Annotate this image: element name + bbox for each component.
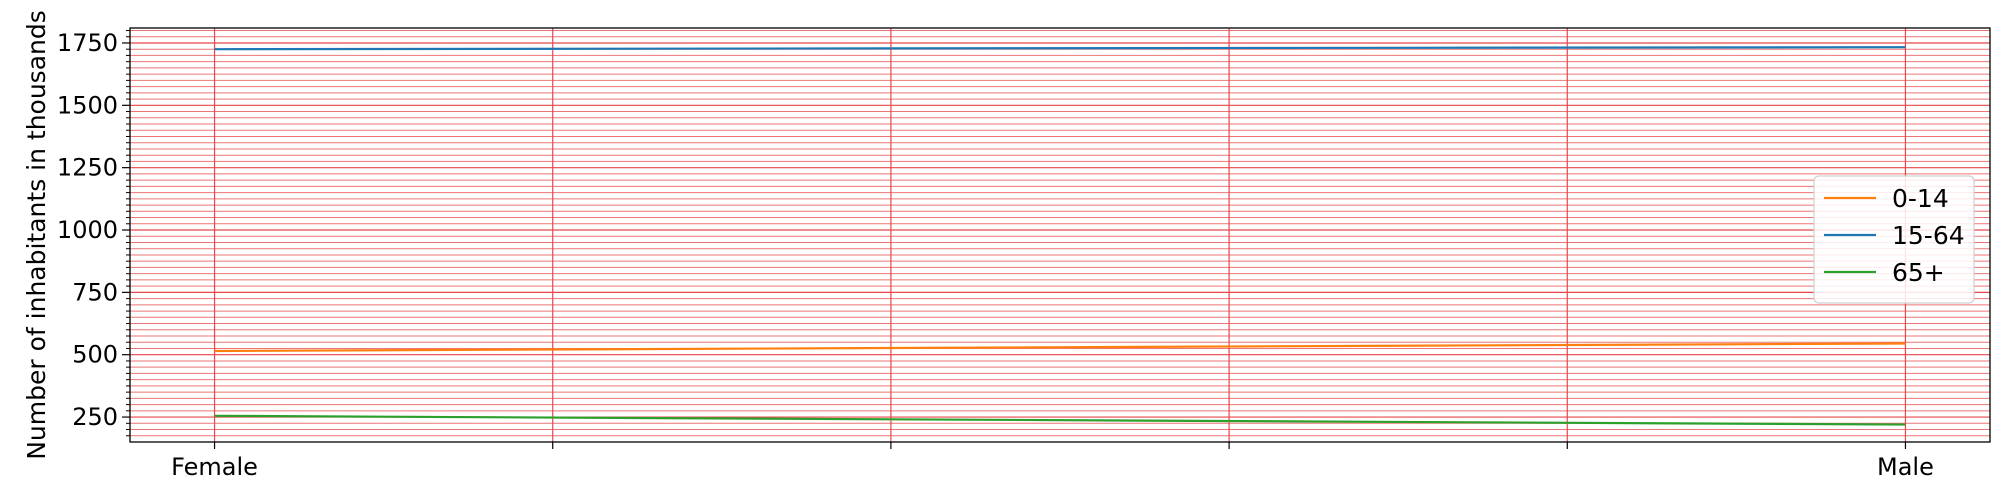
minor-gridlines bbox=[130, 29, 1990, 437]
legend-label: 65+ bbox=[1892, 258, 1945, 287]
y-tick-label: 500 bbox=[72, 341, 118, 369]
x-tick-label: Male bbox=[1877, 453, 1934, 481]
legend-label: 0-14 bbox=[1892, 184, 1949, 213]
y-tick-label: 1000 bbox=[57, 216, 118, 244]
x-tick-label: Female bbox=[171, 453, 258, 481]
y-tick-label: 1750 bbox=[57, 29, 118, 57]
y-axis: 250 500 750 1000 1250 1500 1750 bbox=[57, 29, 130, 437]
series-line-65+ bbox=[214, 414, 1906, 426]
series-line-15-64 bbox=[214, 46, 1906, 51]
legend: 0-14 15-64 65+ bbox=[1813, 175, 1975, 304]
major-gridlines bbox=[130, 28, 1990, 442]
y-tick-label: 1500 bbox=[57, 91, 118, 119]
plot-area-frame bbox=[129, 27, 1991, 443]
y-tick-label: 250 bbox=[72, 403, 118, 431]
y-axis-title: Number of inhabitants in thousands bbox=[22, 10, 51, 460]
y-tick-label: 1250 bbox=[57, 154, 118, 182]
series-line-0-14 bbox=[214, 342, 1906, 353]
series-layer bbox=[214, 46, 1906, 426]
y-tick-label: 750 bbox=[72, 278, 118, 306]
x-axis: Female Male bbox=[171, 442, 1934, 481]
legend-label: 15-64 bbox=[1892, 221, 1965, 250]
